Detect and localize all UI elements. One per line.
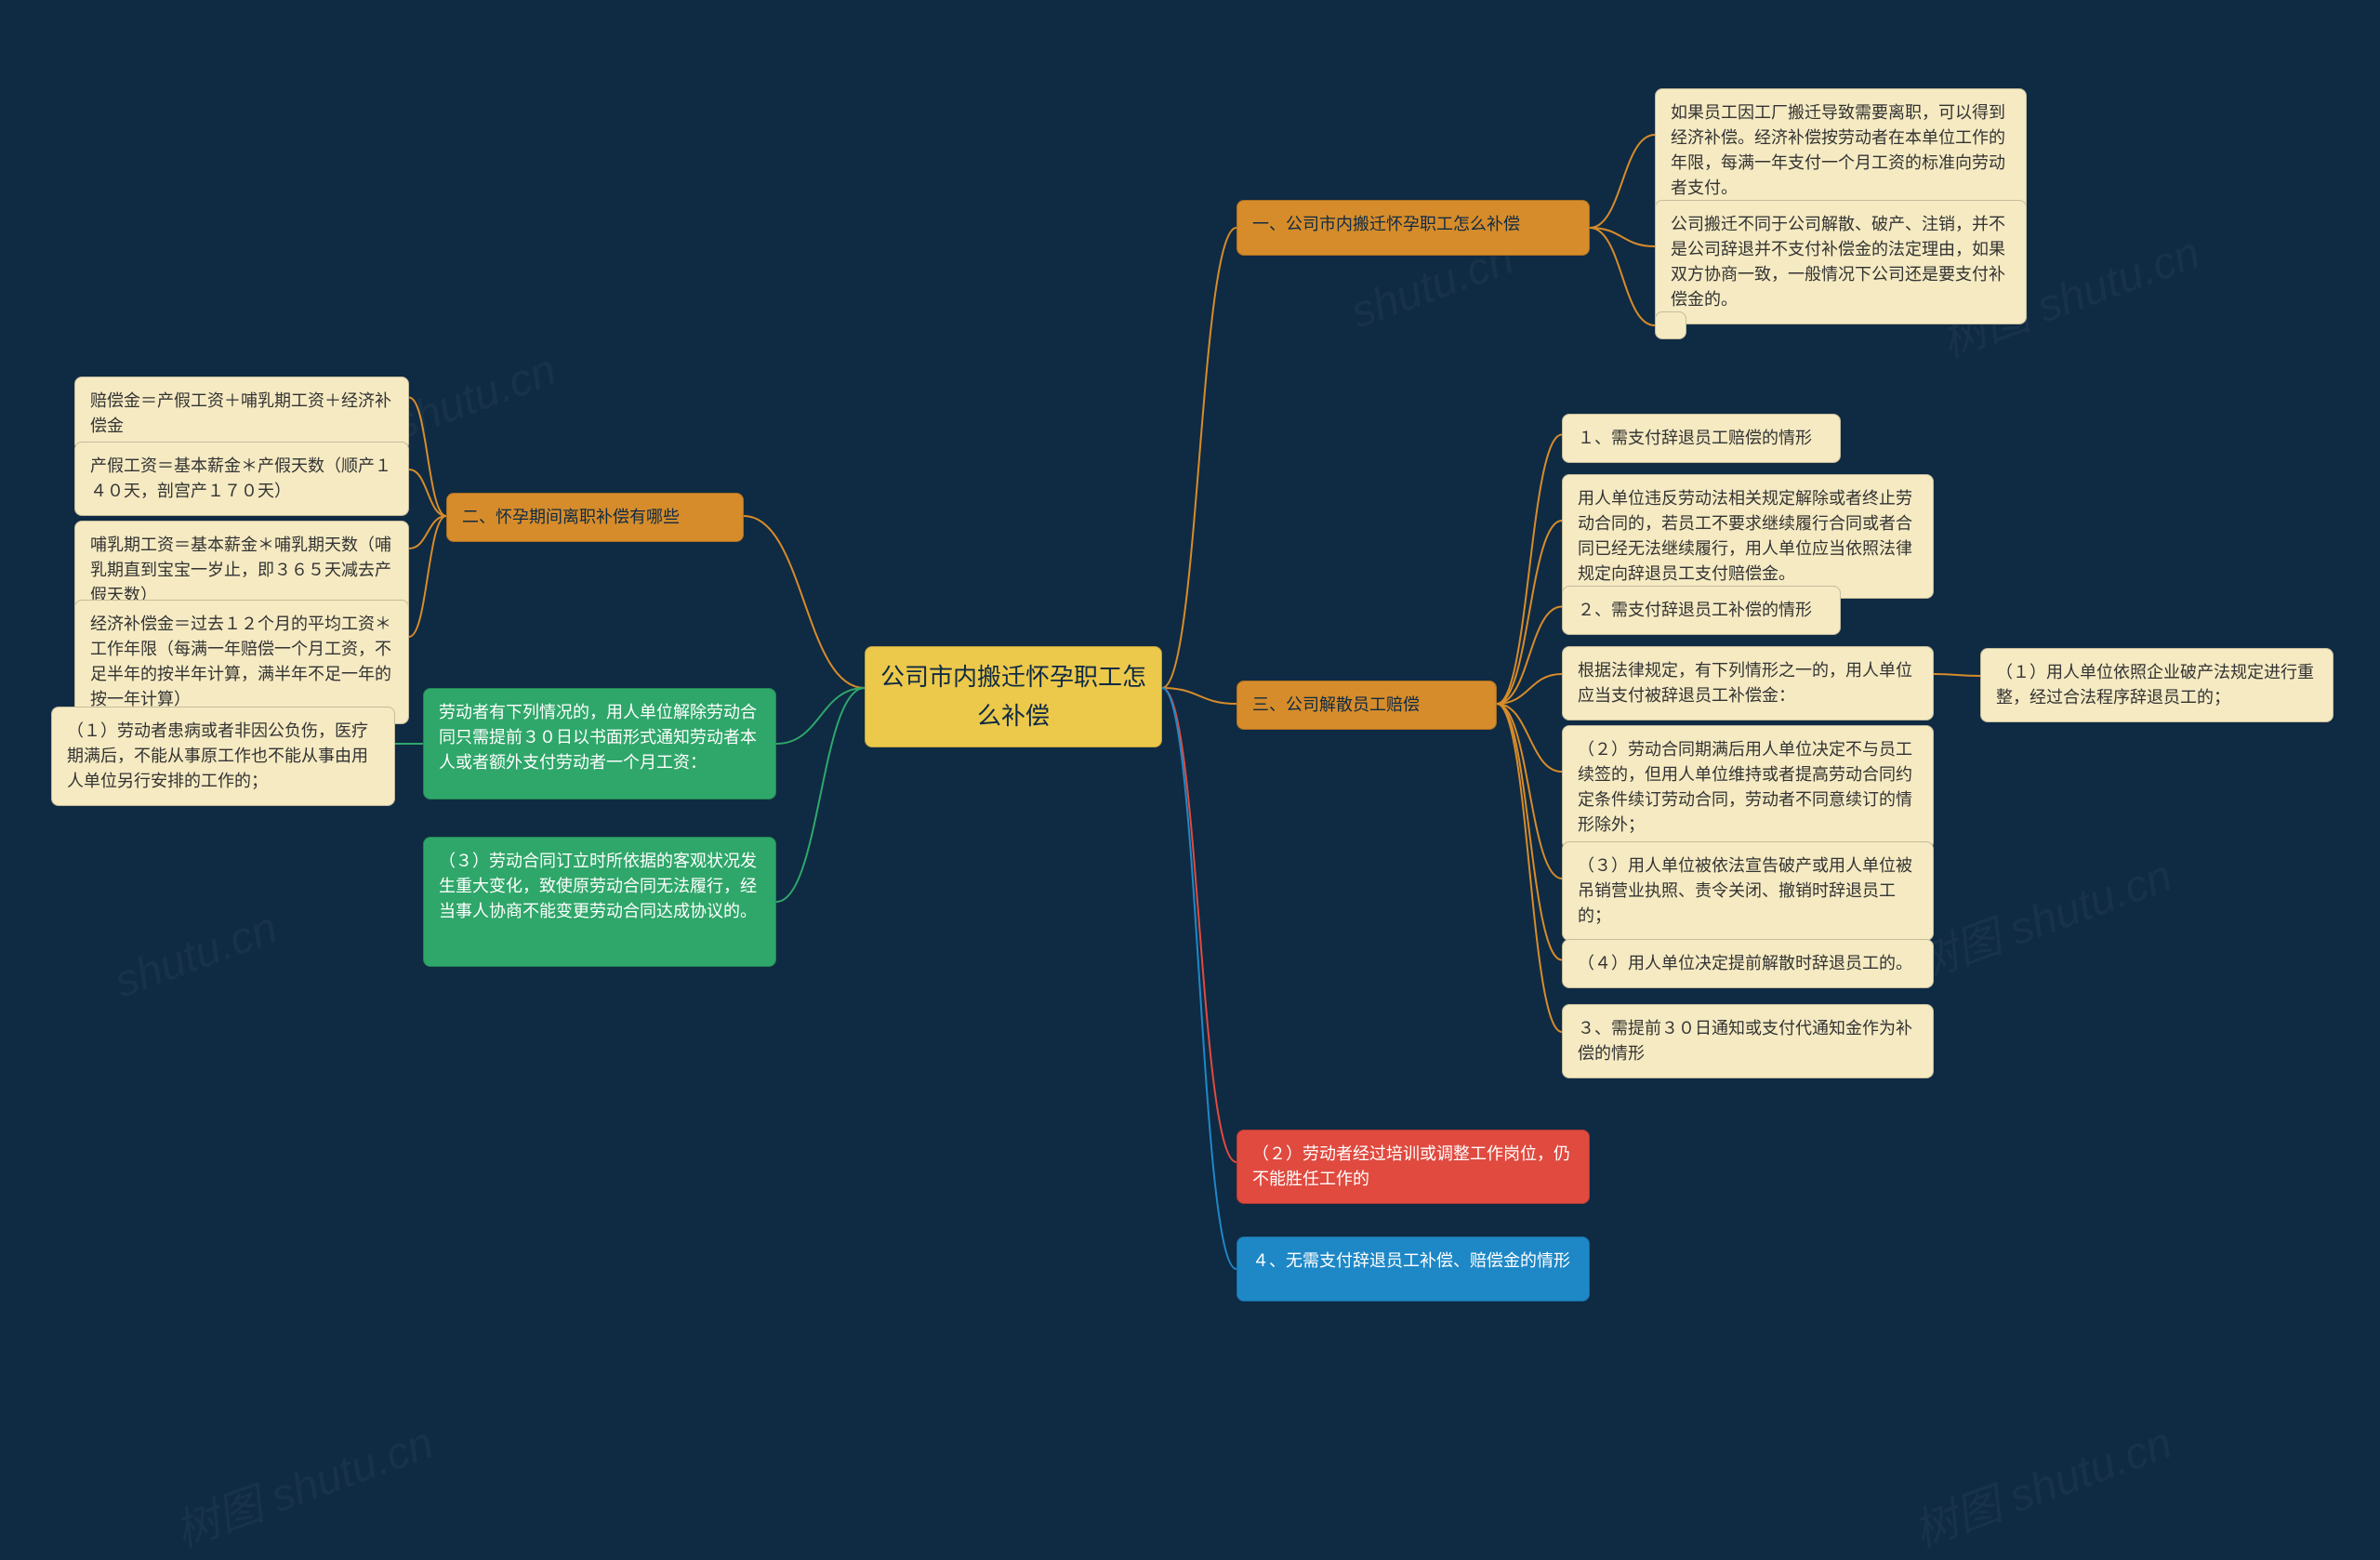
node-r1[interactable]: （２）劳动者经过培训或调整工作岗位，仍不能胜任工作的 [1236, 1130, 1590, 1204]
connector [1497, 435, 1562, 705]
node-b1_3[interactable] [1655, 311, 1686, 339]
node-b1_1[interactable]: 如果员工因工厂搬迁导致需要离职，可以得到经济补偿。经济补偿按劳动者在本单位工作的… [1655, 88, 2027, 213]
node-b3[interactable]: 三、公司解散员工赔偿 [1236, 681, 1497, 730]
connector [409, 516, 446, 637]
connector [1162, 688, 1236, 1269]
watermark: shutu.cn [108, 903, 284, 1009]
watermark: 树图 shutu.cn [1903, 1406, 2179, 1559]
connector [409, 398, 446, 517]
connector [776, 688, 865, 902]
node-b3_4[interactable]: 根据法律规定，有下列情形之一的，用人单位应当支付被辞退员工补偿金： [1562, 646, 1934, 721]
connector [1497, 704, 1562, 772]
node-b2_4[interactable]: 经济补偿金＝过去１２个月的平均工资＊工作年限（每满一年赔偿一个月工资，不足半年的… [74, 600, 409, 724]
connector [1162, 688, 1236, 1162]
node-g1_1[interactable]: （１）劳动者患病或者非因公负伤，医疗期满后，不能从事原工作也不能从事由用人单位另… [51, 707, 395, 806]
connector [1590, 135, 1655, 228]
watermark: 树图 shutu.cn [1903, 839, 2179, 992]
connector [409, 516, 446, 549]
connector [1590, 228, 1655, 325]
node-bl1[interactable]: ４、无需支付辞退员工补偿、赔偿金的情形 [1236, 1236, 1590, 1302]
watermark: shutu.cn [387, 345, 562, 451]
node-b3_3[interactable]: ２、需支付辞退员工补偿的情形 [1562, 586, 1841, 635]
node-b3_2[interactable]: 用人单位违反劳动法相关规定解除或者终止劳动合同的，若员工不要求继续履行合同或者合… [1562, 474, 1934, 599]
connector [1497, 607, 1562, 705]
node-b2[interactable]: 二、怀孕期间离职补偿有哪些 [446, 493, 744, 542]
node-b1[interactable]: 一、公司市内搬迁怀孕职工怎么补偿 [1236, 200, 1590, 256]
node-b3_8[interactable]: ３、需提前３０日通知或支付代通知金作为补偿的情形 [1562, 1004, 1934, 1078]
connector [1497, 521, 1562, 704]
node-b3_7[interactable]: （４）用人单位决定提前解散时辞退员工的。 [1562, 939, 1934, 988]
node-g2[interactable]: （３）劳动合同订立时所依据的客观状况发生重大变化，致使原劳动合同无法履行，经当事… [423, 837, 776, 967]
connector [409, 469, 446, 516]
watermark: 树图 shutu.cn [165, 1406, 441, 1559]
node-b2_1[interactable]: 赔偿金＝产假工资＋哺乳期工资＋经济补偿金 [74, 377, 409, 451]
connector [1497, 704, 1562, 960]
node-b1_2[interactable]: 公司搬迁不同于公司解散、破产、注销，并不是公司辞退并不支付补偿金的法定理由，如果… [1655, 200, 2027, 324]
connector [776, 688, 865, 744]
node-b3_4_1[interactable]: （１）用人单位依照企业破产法规定进行重整，经过合法程序辞退员工的； [1980, 648, 2334, 722]
connector [1497, 674, 1562, 704]
connector [1590, 228, 1655, 246]
connector [1162, 228, 1236, 688]
connector [1162, 688, 1236, 704]
node-g1[interactable]: 劳动者有下列情况的，用人单位解除劳动合同只需提前３０日以书面形式通知劳动者本人或… [423, 688, 776, 800]
connector [1934, 674, 1980, 676]
connector [1497, 704, 1562, 879]
node-center[interactable]: 公司市内搬迁怀孕职工怎么补偿 [865, 646, 1162, 747]
connector [744, 516, 865, 688]
node-b3_5[interactable]: （２）劳动合同期满后用人单位决定不与员工续签的，但用人单位维持或者提高劳动合同约… [1562, 725, 1934, 850]
node-b3_1[interactable]: １、需支付辞退员工赔偿的情形 [1562, 414, 1841, 463]
node-b3_6[interactable]: （３）用人单位被依法宣告破产或用人单位被吊销营业执照、责令关闭、撤销时辞退员工的… [1562, 841, 1934, 941]
connector [1497, 704, 1562, 1032]
node-b2_2[interactable]: 产假工资＝基本薪金＊产假天数（顺产１４０天，剖宫产１７０天） [74, 442, 409, 516]
